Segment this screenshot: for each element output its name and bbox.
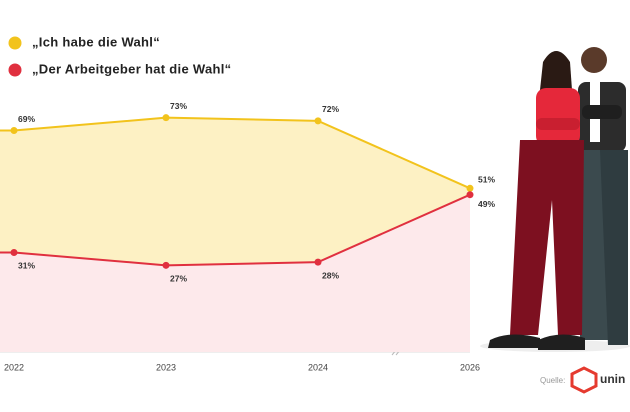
legend-marker — [8, 63, 22, 77]
point — [162, 114, 170, 122]
value-label: 27% — [170, 274, 187, 284]
point — [314, 258, 322, 266]
point — [10, 127, 18, 135]
x-tick-label: 2024 — [308, 362, 328, 372]
area — [0, 194, 470, 352]
x-tick-label: 2023 — [156, 362, 176, 372]
value-label: 69% — [18, 114, 35, 124]
value-label: 51% — [478, 175, 495, 185]
logo-icon — [570, 366, 598, 394]
value-label: 31% — [18, 261, 35, 271]
value-label: 49% — [478, 199, 495, 209]
x-tick-label: 2026 — [460, 362, 480, 372]
source-label: Quelle: — [540, 376, 565, 385]
value-label: 73% — [170, 101, 187, 111]
value-label: 28% — [322, 270, 339, 280]
legend-marker — [8, 36, 22, 50]
point — [162, 261, 170, 269]
legend-label: „Ich habe die Wahl“ — [32, 34, 160, 49]
value-label: 72% — [322, 104, 339, 114]
point — [466, 191, 474, 199]
footer: Quelle: unin — [540, 366, 625, 394]
x-tick-label: 2022 — [4, 362, 24, 372]
point — [10, 248, 18, 256]
plot-area: 69% 73% 72% 51% 31% 27% 28% 49% 2022 2023 2024 2026 — [0, 101, 495, 372]
point — [466, 184, 474, 192]
point — [314, 117, 322, 125]
illustration — [480, 47, 630, 352]
logo-text: unin — [600, 372, 625, 386]
legend-label: „Der Arbeitgeber hat die Wahl“ — [32, 61, 231, 76]
